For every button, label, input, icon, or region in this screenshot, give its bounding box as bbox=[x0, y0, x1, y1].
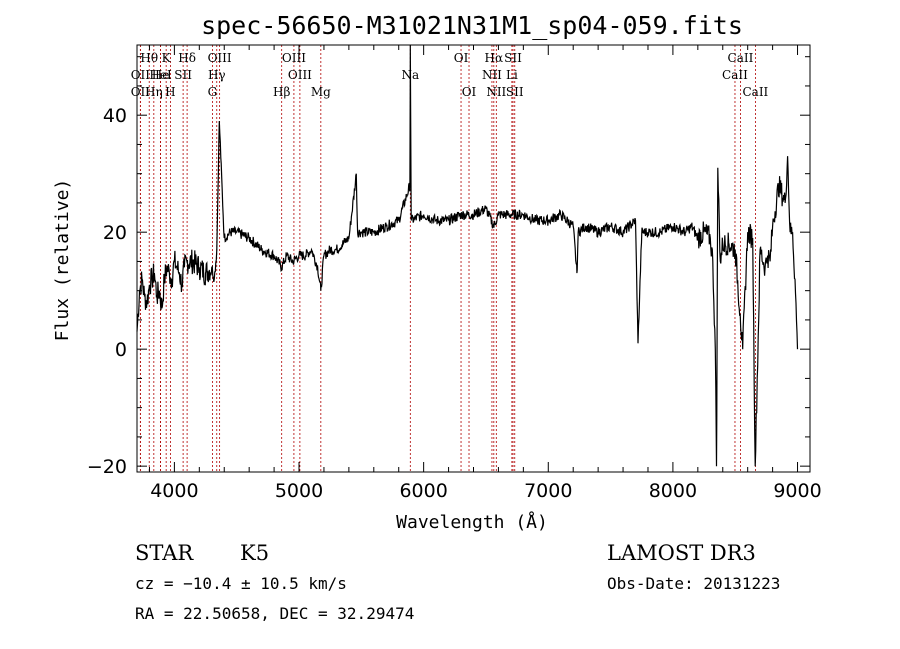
object-class: STAR bbox=[135, 541, 194, 565]
observation-date: Obs-Date: 20131223 bbox=[607, 574, 780, 593]
emission-line-markers bbox=[139, 45, 756, 472]
axis-ticks bbox=[137, 45, 810, 472]
x-tick-label: 7000 bbox=[524, 480, 572, 502]
x-tick-label: 9000 bbox=[773, 480, 821, 502]
y-tick-label: 0 bbox=[115, 339, 127, 361]
emission-line-label: OIII bbox=[288, 68, 312, 82]
emission-line-label: Hη bbox=[145, 85, 163, 99]
object-subclass: K5 bbox=[240, 541, 269, 565]
emission-line-label: K bbox=[162, 51, 172, 65]
emission-line-label: HeI bbox=[149, 68, 172, 82]
emission-line-label: OII bbox=[131, 85, 151, 99]
emission-line-label: Hβ bbox=[273, 85, 290, 99]
emission-line-label: Hα bbox=[485, 51, 504, 65]
emission-line-label: OIII bbox=[282, 51, 306, 65]
emission-line-label: G bbox=[208, 85, 218, 99]
emission-line-label: Hδ bbox=[178, 51, 196, 65]
x-tick-label: 5000 bbox=[275, 480, 323, 502]
x-tick-label: 8000 bbox=[649, 480, 697, 502]
y-tick-label: 20 bbox=[103, 222, 127, 244]
emission-line-label: NII bbox=[486, 85, 506, 99]
emission-line-label: He bbox=[152, 68, 170, 82]
spectrum-line bbox=[136, 44, 799, 467]
emission-line-label: NII bbox=[482, 68, 502, 82]
emission-line-label: Hθ bbox=[140, 51, 158, 65]
emission-line-label: OIII bbox=[208, 51, 232, 65]
x-tick-label: 4000 bbox=[150, 480, 198, 502]
emission-line-label: CaII bbox=[722, 68, 748, 82]
redshift-velocity: cz = −10.4 ± 10.5 km/s bbox=[135, 574, 347, 593]
y-tick-label: 40 bbox=[103, 105, 127, 127]
emission-line-label: SII bbox=[504, 51, 522, 65]
axis-tick-labels: 4000 5000 6000 7000 8000 9000 −20 0 20 40 bbox=[87, 105, 822, 502]
x-axis-label: Wavelength (Å) bbox=[396, 511, 548, 533]
survey-label: LAMOST DR3 bbox=[607, 541, 756, 565]
emission-line-label: OII bbox=[131, 68, 151, 82]
emission-line-label: H bbox=[165, 85, 175, 99]
y-axis-label: Flux (relative) bbox=[52, 179, 73, 342]
emission-line-label: CaII bbox=[742, 85, 768, 99]
coordinates: RA = 22.50658, DEC = 32.29474 bbox=[135, 604, 414, 623]
plot-frame bbox=[136, 44, 811, 473]
emission-line-label: SII bbox=[506, 85, 524, 99]
emission-line-label: Mg bbox=[311, 85, 331, 99]
emission-line-label: OI bbox=[462, 85, 477, 99]
y-tick-label: −20 bbox=[87, 456, 127, 478]
emission-line-label: Hγ bbox=[208, 68, 226, 82]
emission-line-label: SII bbox=[174, 68, 192, 82]
chart-title: spec-56650-M31021N31M1_sp04-059.fits bbox=[201, 11, 743, 40]
x-tick-label: 6000 bbox=[399, 480, 447, 502]
emission-line-label: Li bbox=[506, 68, 518, 82]
emission-line-label: OI bbox=[454, 51, 469, 65]
emission-line-label: CaII bbox=[728, 51, 754, 65]
